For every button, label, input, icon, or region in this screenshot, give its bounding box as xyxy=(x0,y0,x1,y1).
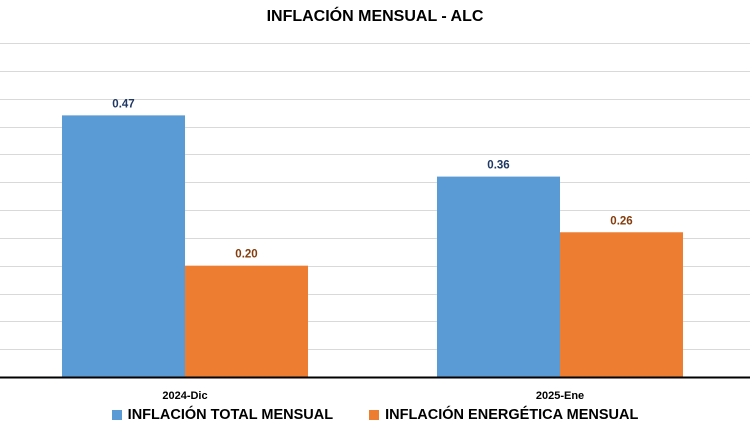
legend-item-total: INFLACIÓN TOTAL MENSUAL xyxy=(111,407,334,423)
data-label: 0.36 xyxy=(487,160,509,172)
chart-title: INFLACIÓN MENSUAL - ALC xyxy=(266,8,484,25)
bar xyxy=(62,115,185,377)
data-label: 0.47 xyxy=(112,98,134,110)
bar xyxy=(560,232,683,377)
bar xyxy=(185,265,308,377)
data-label: 0.20 xyxy=(235,249,257,261)
category-label: 2025-Ene xyxy=(536,390,584,402)
category-label: 2024-Dic xyxy=(162,390,207,402)
legend-swatch-total xyxy=(111,410,122,420)
legend-label-total: INFLACIÓN TOTAL MENSUAL xyxy=(127,407,334,423)
legend-item-energetica: INFLACIÓN ENERGÉTICA MENSUAL xyxy=(369,407,638,423)
bar xyxy=(437,176,560,377)
legend: INFLACIÓN TOTAL MENSUAL INFLACIÓN ENERGÉ… xyxy=(0,407,750,423)
legend-label-energetica: INFLACIÓN ENERGÉTICA MENSUAL xyxy=(385,407,639,423)
data-label: 0.26 xyxy=(610,215,632,227)
legend-swatch-energetica xyxy=(369,410,380,420)
